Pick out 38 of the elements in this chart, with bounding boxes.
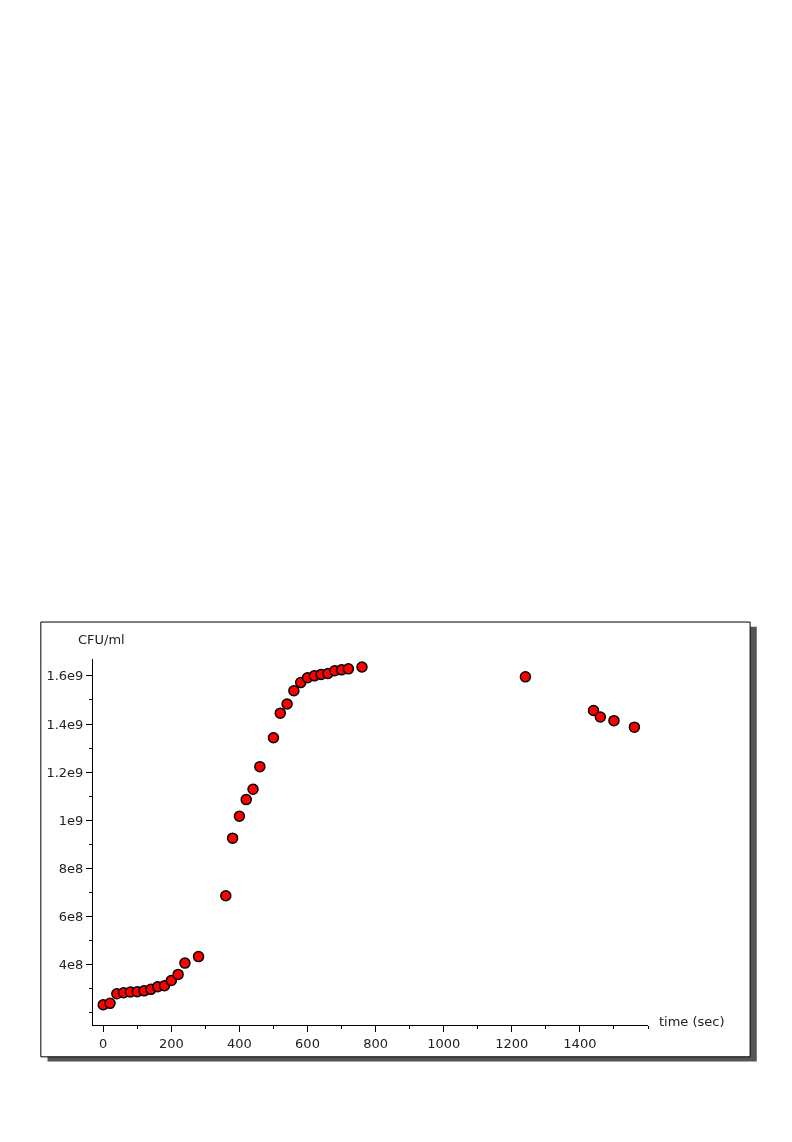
point [281, 698, 293, 710]
x-tick-label: 600 [295, 1035, 320, 1051]
point [104, 997, 116, 1010]
point [267, 731, 280, 744]
y-tick-label: 1.6e9 [46, 668, 84, 684]
x-tick-label: 1400 [563, 1035, 597, 1051]
point [587, 704, 600, 717]
y-tick-label: 6e8 [58, 909, 84, 925]
point [608, 714, 620, 727]
y-tick-label: 1.2e9 [46, 764, 84, 780]
point [342, 663, 355, 675]
y-tick-label: 4e8 [58, 957, 84, 973]
y-tick-label: 1e9 [58, 812, 84, 828]
y-tick-label: 8e8 [58, 861, 84, 877]
point [356, 661, 368, 673]
point [179, 957, 191, 969]
x-tick-label: 200 [158, 1035, 184, 1051]
y-axis-title: CFU/ml [78, 632, 125, 647]
point [226, 832, 239, 844]
x-tick-label: 0 [99, 1035, 108, 1051]
point [192, 950, 205, 963]
x-tick-label: 1200 [495, 1035, 529, 1051]
point [172, 968, 184, 981]
point [594, 711, 607, 723]
point [254, 760, 266, 773]
point [240, 793, 252, 806]
point [247, 783, 259, 796]
point [288, 685, 300, 697]
x-tick-label: 800 [363, 1035, 389, 1051]
x-axis-title: time (sec) [659, 1014, 725, 1029]
point [628, 721, 641, 733]
point [220, 889, 232, 902]
y-tick-label: 1.4e9 [46, 716, 84, 732]
point [233, 810, 246, 822]
point [274, 707, 287, 719]
x-tick-label: 1000 [427, 1035, 461, 1051]
point [519, 671, 532, 683]
x-tick-label: 400 [227, 1035, 252, 1051]
